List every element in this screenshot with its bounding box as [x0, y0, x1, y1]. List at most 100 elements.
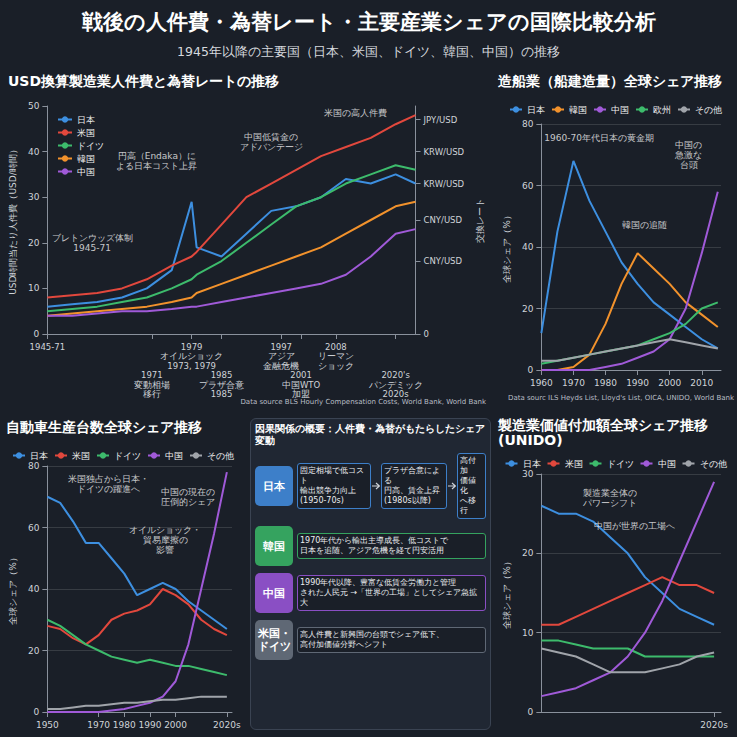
svg-text:20: 20 [522, 304, 534, 314]
svg-text:ブレトンウッズ体制: ブレトンウッズ体制 [52, 233, 133, 243]
svg-text:中国の現在の: 中国の現在の [161, 487, 215, 497]
svg-text:2010: 2010 [690, 378, 713, 388]
svg-text:アドバンテージ: アドバンテージ [240, 142, 303, 152]
svg-text:20: 20 [28, 238, 40, 248]
svg-text:1945-71: 1945-71 [73, 243, 111, 253]
svg-text:全球シェア（%）: 全球シェア（%） [502, 557, 512, 629]
svg-text:米国独占から日本・: 米国独占から日本・ [68, 474, 149, 484]
svg-text:影響: 影響 [156, 545, 174, 555]
svg-text:1973, 1979: 1973, 1979 [167, 361, 216, 371]
svg-text:80: 80 [28, 461, 40, 471]
svg-text:中国: 中国 [77, 167, 95, 177]
svg-text:20: 20 [522, 548, 534, 558]
svg-text:移行: 移行 [143, 389, 161, 399]
svg-text:その他: その他 [695, 105, 722, 115]
svg-text:USD時間当たり人件費（USD/時間）: USD時間当たり人件費（USD/時間） [8, 145, 18, 295]
svg-text:40: 40 [28, 584, 40, 594]
svg-text:2020s: 2020s [700, 720, 728, 730]
svg-text:80: 80 [522, 119, 534, 129]
svg-text:日本: 日本 [523, 459, 541, 469]
svg-text:韓国: 韓国 [569, 105, 587, 115]
svg-text:60: 60 [522, 181, 534, 191]
svg-text:米国: 米国 [72, 451, 90, 461]
svg-text:中国: 中国 [658, 459, 676, 469]
svg-text:よる日本コスト上昇: よる日本コスト上昇 [116, 161, 197, 171]
svg-text:60: 60 [28, 523, 40, 533]
svg-text:2020s: 2020s [213, 720, 241, 730]
svg-text:10: 10 [28, 283, 40, 293]
svg-text:1970: 1970 [87, 720, 110, 730]
svg-text:0: 0 [34, 329, 40, 339]
svg-text:欧州: 欧州 [653, 105, 671, 115]
svg-text:1950: 1950 [36, 720, 59, 730]
svg-text:JPY/USD: JPY/USD [423, 115, 458, 125]
svg-text:オイルショック・: オイルショック・ [129, 525, 201, 535]
svg-text:米国: 米国 [565, 459, 583, 469]
svg-text:KRW/USD: KRW/USD [424, 147, 465, 157]
svg-text:ドイツ: ドイツ [77, 141, 104, 151]
svg-text:日本: 日本 [30, 451, 48, 461]
svg-text:加盟: 加盟 [292, 389, 310, 399]
svg-text:米国の高人件費: 米国の高人件費 [324, 108, 387, 118]
svg-text:日本: 日本 [527, 105, 545, 115]
svg-text:プラザ合意: プラザ合意 [199, 380, 244, 390]
svg-text:1945-71: 1945-71 [30, 342, 66, 352]
svg-text:アジア: アジア [268, 351, 295, 361]
svg-text:韓国: 韓国 [77, 154, 95, 164]
svg-text:中国が世界の工場へ: 中国が世界の工場へ [594, 521, 675, 531]
svg-text:2001: 2001 [290, 370, 312, 380]
svg-text:1985: 1985 [211, 389, 233, 399]
svg-text:CNY/USD: CNY/USD [424, 215, 463, 225]
svg-text:40: 40 [522, 242, 534, 252]
svg-text:全球シェア（%）: 全球シェア（%） [502, 211, 512, 283]
svg-text:10: 10 [522, 628, 534, 638]
svg-text:変動相場: 変動相場 [134, 380, 170, 390]
svg-text:1997: 1997 [270, 342, 292, 352]
svg-text:中国: 中国 [165, 451, 183, 461]
svg-text:ショック: ショック [318, 361, 354, 371]
svg-text:ドイツの躍進へ: ドイツの躍進へ [77, 484, 140, 494]
svg-text:1960-70年代日本の黄金期: 1960-70年代日本の黄金期 [544, 133, 654, 143]
svg-text:30: 30 [522, 469, 534, 479]
svg-text:2000: 2000 [164, 720, 187, 730]
svg-text:2008: 2008 [325, 342, 347, 352]
svg-text:2020's: 2020's [381, 370, 410, 380]
svg-text:1971: 1971 [141, 370, 163, 380]
svg-text:1985: 1985 [211, 370, 233, 380]
svg-text:中国: 中国 [611, 105, 629, 115]
svg-text:0: 0 [528, 707, 534, 717]
svg-text:ドイツ: ドイツ [607, 459, 634, 469]
svg-text:CNY/USD: CNY/USD [424, 256, 463, 266]
svg-text:その他: その他 [207, 451, 234, 461]
svg-text:リーマン: リーマン [318, 351, 354, 361]
svg-text:1980: 1980 [113, 720, 136, 730]
svg-text:20: 20 [28, 646, 40, 656]
svg-text:交換レート: 交換レート [475, 198, 485, 243]
svg-text:0: 0 [424, 329, 429, 339]
svg-text:パワーシフト: パワーシフト [582, 498, 637, 508]
svg-text:中国WTO: 中国WTO [282, 380, 321, 390]
svg-text:0: 0 [34, 707, 40, 717]
svg-text:40: 40 [28, 147, 40, 157]
svg-text:ドイツ: ドイツ [114, 451, 141, 461]
svg-text:1970: 1970 [562, 378, 585, 388]
svg-text:50: 50 [28, 101, 40, 111]
svg-text:KRW/USD: KRW/USD [424, 179, 465, 189]
svg-text:1990: 1990 [138, 720, 161, 730]
svg-text:急激な: 急激な [674, 150, 702, 160]
svg-text:中国低賃金の: 中国低賃金の [244, 132, 298, 142]
svg-text:製造業全体の: 製造業全体の [583, 488, 637, 498]
svg-text:オイルショック: オイルショック [160, 351, 223, 361]
svg-text:中国の: 中国の [675, 140, 702, 150]
svg-text:30: 30 [28, 192, 40, 202]
svg-text:その他: その他 [700, 459, 727, 469]
svg-text:米国: 米国 [77, 128, 95, 138]
svg-text:金融危機: 金融危機 [263, 361, 299, 371]
svg-text:日本: 日本 [77, 115, 95, 125]
svg-text:パンデミック: パンデミック [368, 380, 423, 390]
svg-text:全球シェア（%）: 全球シェア（%） [8, 553, 18, 625]
svg-text:0: 0 [528, 365, 534, 375]
svg-text:1960: 1960 [530, 378, 553, 388]
svg-text:1980: 1980 [594, 378, 617, 388]
svg-text:韓国の追随: 韓国の追随 [622, 220, 667, 230]
